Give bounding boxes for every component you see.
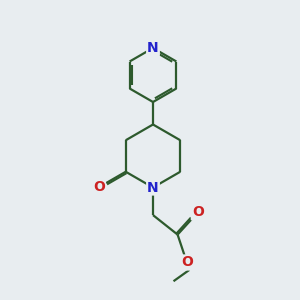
Text: O: O — [93, 180, 105, 194]
Text: N: N — [147, 181, 159, 194]
Text: O: O — [192, 206, 204, 219]
Text: O: O — [181, 256, 193, 269]
Text: N: N — [147, 41, 159, 55]
